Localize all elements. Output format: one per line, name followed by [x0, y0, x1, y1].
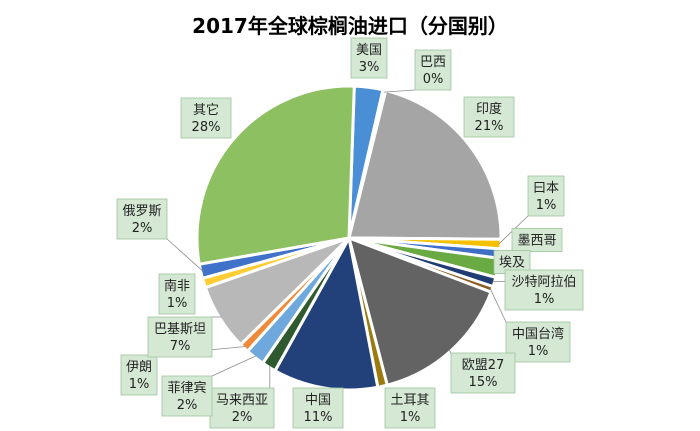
data-label-percent: 1% — [167, 296, 188, 311]
data-label-box — [384, 387, 436, 429]
data-label-name: 中国 — [305, 393, 331, 408]
data-label-percent: 3% — [359, 60, 380, 75]
leader-line — [166, 238, 203, 272]
data-label: 墨西哥 — [511, 228, 563, 252]
data-label-percent: 0% — [423, 72, 444, 87]
data-label: 美国 3% — [350, 37, 388, 79]
data-label-box — [161, 375, 213, 417]
data-label-name: 马来西亚 — [216, 393, 268, 408]
data-label: 中国 11% — [292, 387, 344, 429]
data-label: 中国台湾 1% — [505, 321, 571, 363]
data-label-name: 曰本 — [533, 181, 559, 196]
data-label-percent: 1% — [536, 198, 557, 213]
data-label: 南非 1% — [158, 273, 196, 315]
data-label-name: 巴基斯坦 — [154, 322, 206, 337]
data-label: 伊朗 1% — [120, 354, 158, 396]
data-label-name: 其它 — [193, 102, 219, 118]
data-label-name: 美国 — [356, 43, 382, 58]
data-label-box — [414, 49, 452, 91]
data-label-percent: 2% — [232, 410, 253, 425]
pie-slice — [195, 84, 356, 266]
data-label: 欧盟27 15% — [450, 352, 516, 394]
data-label-box — [527, 175, 565, 217]
data-label-box — [147, 316, 213, 358]
data-label: 沙特阿拉伯 1% — [504, 269, 584, 311]
data-label-box — [505, 321, 571, 363]
data-label-name: 土耳其 — [390, 393, 429, 408]
data-label: 菲律宾 2% — [161, 375, 213, 417]
pie-slices — [195, 84, 503, 392]
data-label-name: 欧盟27 — [462, 358, 505, 373]
data-label-percent: 2% — [132, 221, 153, 236]
leader-line — [211, 355, 257, 377]
data-label-percent: 28% — [192, 120, 221, 135]
chart-title: 2017年全球棕榈油进口（分国别） — [192, 14, 508, 38]
data-label-percent: 2% — [177, 398, 198, 413]
data-label-name: 墨西哥 — [517, 234, 556, 249]
data-label: 马来西亚 2% — [209, 387, 275, 429]
data-label-percent: 21% — [475, 119, 504, 134]
data-label-percent: 1% — [534, 292, 555, 307]
leader-line — [448, 349, 452, 354]
data-label: 印度 21% — [463, 96, 515, 138]
data-label-percent: 11% — [304, 410, 333, 425]
leader-line — [489, 288, 507, 323]
data-label: 土耳其 1% — [384, 387, 436, 429]
data-label-name: 伊朗 — [126, 360, 152, 375]
data-label-box — [120, 354, 158, 396]
data-label-box — [350, 37, 388, 79]
data-label-box — [292, 387, 344, 429]
data-label-name: 中国台湾 — [512, 326, 564, 342]
data-label-box — [450, 352, 516, 394]
data-label-box — [463, 96, 515, 138]
data-label-name: 沙特阿拉伯 — [511, 275, 576, 290]
data-label-percent: 15% — [469, 375, 498, 390]
data-label: 俄罗斯 2% — [116, 198, 168, 240]
data-label: 巴基斯坦 7% — [147, 316, 213, 358]
data-label-box — [209, 387, 275, 429]
data-label-percent: 7% — [170, 339, 191, 354]
data-label-name: 巴西 — [420, 55, 446, 70]
data-label-box — [158, 273, 196, 315]
data-label-name: 印度 — [476, 101, 502, 117]
data-label-box — [116, 198, 168, 240]
data-label: 埃及 — [493, 250, 531, 274]
data-label-name: 南非 — [164, 278, 190, 294]
data-label-box — [511, 228, 563, 252]
leader-line — [383, 89, 416, 93]
data-label-box — [504, 269, 584, 311]
data-label-percent: 1% — [400, 410, 421, 425]
data-label-percent: 1% — [129, 377, 150, 392]
data-label-percent: 1% — [528, 344, 549, 359]
data-label-box — [180, 97, 232, 139]
data-label: 其它 28% — [180, 97, 232, 139]
data-label: 巴西 0% — [414, 49, 452, 91]
data-label-name: 菲律宾 — [167, 380, 206, 396]
data-label: 曰本 1% — [527, 175, 565, 217]
data-label-name: 俄罗斯 — [122, 204, 161, 219]
pie-slice — [347, 88, 503, 241]
data-label-name: 埃及 — [499, 256, 525, 271]
